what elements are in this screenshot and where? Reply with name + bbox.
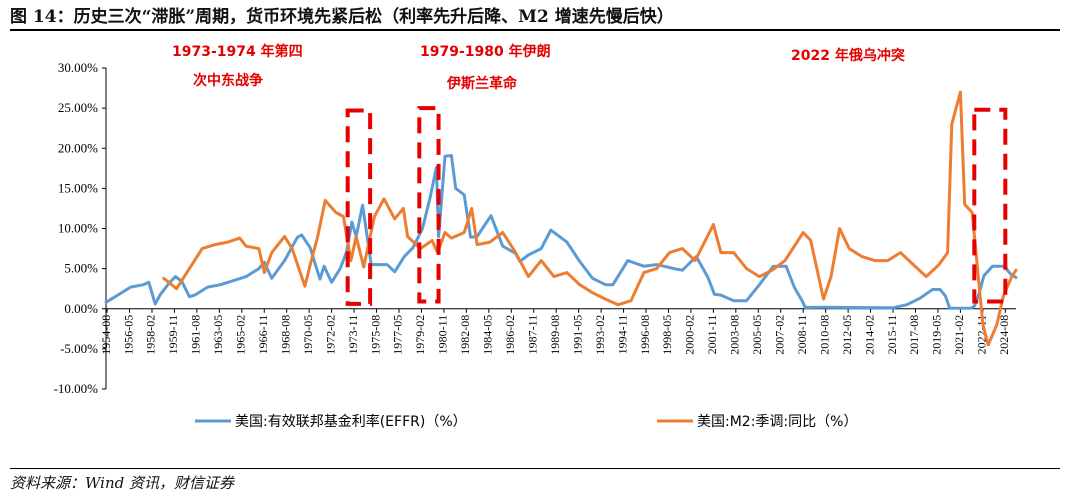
x-tick-label: 1954-08 [99,315,113,355]
annotation-1979-line1: 1979-1980 年伊朗 [420,44,551,60]
x-tick-label: 1959-11 [166,315,180,355]
x-tick-label: 1968-08 [278,315,292,355]
annotation-1979-line2: 伊斯兰革命 [447,76,517,92]
x-tick-label: 2001-11 [705,315,719,355]
x-tick-label: 2019-05 [930,315,944,355]
x-tick-label: 1984-05 [481,315,495,355]
x-tick-label: 1994-11 [615,315,629,355]
x-tick-label: 2000-02 [683,315,697,355]
annotation-1973-line2: 次中东战争 [193,73,263,89]
x-tick-label: 2014-02 [862,315,876,355]
series-layer [104,90,1018,347]
y-tick-label: -10.00% [54,381,99,396]
x-tick-label: 2024-08 [997,315,1011,355]
legend: 美国:有效联邦基金利率(EFFR)（%） 美国:M2:季调:同比（%） [195,413,857,430]
y-axis: 30.00% 25.00% 20.00% 15.00% 10.00% 5.00% 0.00%… [54,60,107,396]
x-tick-label: 2007-02 [772,315,786,355]
x-tick-label: 1973-11 [346,315,360,355]
x-tick-label: 1961-08 [189,315,203,355]
x-tick-label: 2005-05 [750,315,764,355]
y-tick-label: 10.00% [58,221,98,236]
x-tick-label: 1998-05 [660,315,674,355]
x-tick-label: 1993-02 [593,315,607,355]
annotation-2022-line1: 2022 年俄乌冲突 [791,48,905,64]
x-tick-label: 1958-02 [144,315,158,355]
x-axis: 1954-08 1956-05 1958-02 1959-11 1961-08 1963-… [99,308,1016,355]
x-tick-label: 2003-08 [728,315,742,355]
x-tick-label: 1963-05 [211,315,225,355]
annotation-1973-line1: 1973-1974 年第四 [172,44,303,60]
x-tick-label: 2022-11 [975,315,989,355]
x-tick-label: 2008-11 [795,315,809,355]
legend-item-m2-label: 美国:M2:季调:同比（%） [697,414,857,430]
x-tick-label: 2021-02 [952,315,966,355]
x-tick-label: 1977-05 [391,315,405,355]
x-tick-label: 2010-08 [817,315,831,355]
y-tick-label: 5.00% [64,261,98,276]
x-tick-label: 1956-05 [121,315,135,355]
x-tick-label: 1980-11 [436,315,450,355]
y-tick-label: 25.00% [58,100,98,115]
x-tick-label: 2012-05 [840,315,854,355]
x-tick-label: 1972-02 [323,315,337,355]
x-tick-label: 2015-11 [885,315,899,355]
x-tick-label: 1996-08 [638,315,652,355]
highlight-box-2 [417,106,441,304]
source-note: 资料来源：Wind 资讯，财信证券 [10,474,234,492]
x-tick-label: 1987-11 [525,315,539,355]
y-tick-label: 30.00% [58,60,98,75]
x-tick-label: 1991-05 [570,315,584,355]
x-tick-label: 1966-11 [256,315,270,355]
x-tick-label: 1970-05 [301,315,315,355]
x-tick-label: 1982-08 [458,315,472,355]
y-tick-label: -5.00% [60,341,98,356]
legend-item-effr-label: 美国:有效联邦基金利率(EFFR)（%） [235,413,467,430]
highlight-box-1 [345,108,373,306]
x-tick-label: 1965-02 [234,315,248,355]
x-tick-label: 1975-08 [368,315,382,355]
x-tick-label: 1989-08 [548,315,562,355]
y-tick-label: 0.00% [64,301,98,316]
series-line-m2 [162,90,1018,347]
title-rule [10,29,1060,31]
y-tick-label: 15.00% [58,180,98,195]
highlight-layer [345,106,1008,306]
x-tick-label: 2017-08 [907,315,921,355]
x-tick-label: 1986-02 [503,315,517,355]
figure-title: 图 14：历史三次“滞胀”周期，货币环境先紧后松（利率先升后降、M2 增速先慢后… [10,7,674,27]
y-tick-label: 20.00% [58,140,98,155]
series-line-effr [104,154,1018,310]
footer-rule [10,468,1060,469]
x-tick-label: 1979-02 [413,315,427,355]
